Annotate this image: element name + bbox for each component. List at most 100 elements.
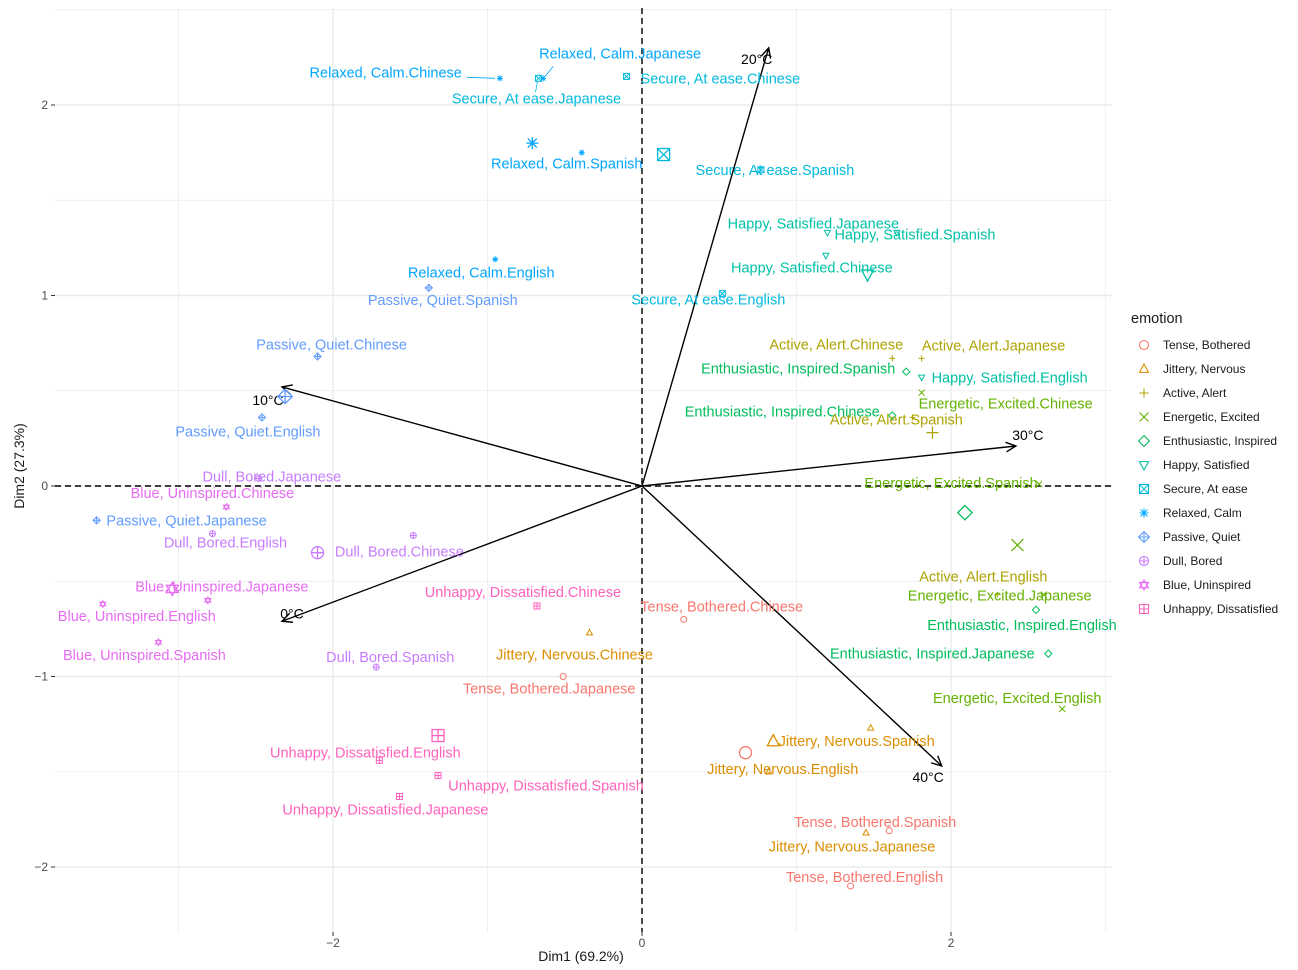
- point-marker: [395, 793, 403, 801]
- point-label: Blue, Uninspired.Japanese: [135, 579, 308, 595]
- point-marker: [540, 75, 547, 82]
- point-marker: [918, 355, 925, 362]
- point-marker: [1138, 461, 1150, 472]
- point-label: Jittery, Nervous.Spanish: [779, 734, 935, 750]
- centroid-marker: [431, 728, 445, 743]
- point-label: Jittery, Nervous.Japanese: [769, 840, 936, 856]
- point-marker: [1139, 412, 1149, 422]
- point-marker: [1137, 530, 1151, 544]
- point-marker: [862, 828, 870, 836]
- point-label: Relaxed, Calm.Japanese: [539, 46, 701, 62]
- point-label: Energetic, Excited.Chinese: [919, 397, 1093, 413]
- point-marker: [1044, 649, 1053, 658]
- point-label: Secure, At ease.Chinese: [641, 71, 801, 87]
- centroid-marker: [276, 388, 294, 405]
- point-marker: [313, 352, 322, 361]
- point-label: Happy, Satisfied.Chinese: [731, 260, 893, 276]
- point-label: Enthusiastic, Inspired.Japanese: [830, 647, 1035, 663]
- centroid-marker: [656, 147, 671, 162]
- point-marker: [533, 602, 541, 610]
- legend-item: Unhappy, Dissatisfied: [1138, 602, 1278, 616]
- arrow-head: [280, 612, 294, 623]
- point-marker: [1139, 388, 1149, 398]
- point-label: Passive, Quiet.Japanese: [106, 513, 266, 529]
- legend-title: emotion: [1131, 311, 1183, 327]
- point-label: Jittery, Nervous.English: [707, 762, 858, 778]
- point-marker: [424, 283, 434, 293]
- point-label: Active, Alert.Spanish: [830, 412, 963, 428]
- point-label: Passive, Quiet.Spanish: [368, 293, 518, 309]
- point-label: Active, Alert.Chinese: [769, 337, 903, 353]
- point-marker: [994, 591, 1001, 598]
- point-marker: [1138, 603, 1150, 615]
- point-marker: [372, 663, 380, 671]
- point-marker: [203, 596, 212, 605]
- y-tick-label: 2: [41, 98, 48, 112]
- leader-line: [535, 81, 538, 93]
- centroid-marker: [526, 137, 539, 150]
- legend-item-label: Relaxed, Calm: [1163, 506, 1242, 520]
- centroid-marker: [926, 426, 939, 439]
- point-marker: [889, 355, 896, 362]
- point-marker: [893, 229, 901, 237]
- point-marker: [208, 530, 216, 538]
- legend-item-label: Happy, Satisfied: [1163, 458, 1250, 472]
- legend-item: Happy, Satisfied: [1138, 458, 1250, 472]
- point-marker: [496, 75, 503, 82]
- point-marker: [585, 628, 594, 636]
- point-label: Unhappy, Dissatisfied.Chinese: [425, 585, 621, 601]
- arrow-label: 20°C: [741, 51, 772, 67]
- legend-item: Active, Alert: [1139, 386, 1227, 400]
- centroid-marker: [738, 746, 753, 760]
- point-label: Dull, Bored.English: [164, 536, 287, 552]
- arrow-label: 10°C: [252, 392, 283, 408]
- centroid-marker: [860, 269, 875, 283]
- legend-item: Passive, Quiet: [1137, 530, 1241, 544]
- point-marker: [375, 756, 383, 764]
- point-label: Jittery, Nervous.Chinese: [496, 648, 653, 664]
- y-axis-title: Dim2 (27.3%): [11, 423, 27, 509]
- x-tick-label: −2: [326, 936, 340, 950]
- point-marker: [1040, 591, 1048, 598]
- point-label: Happy, Satisfied.Japanese: [728, 217, 899, 233]
- point-marker: [847, 882, 855, 890]
- point-label: Energetic, Excited.Japanese: [908, 589, 1092, 605]
- point-label: Passive, Quiet.English: [175, 424, 320, 440]
- point-marker: [1138, 362, 1150, 373]
- arrow-line: [281, 386, 643, 487]
- legend-item-label: Dull, Bored: [1163, 554, 1222, 568]
- point-marker: [92, 515, 101, 525]
- point-label: Energetic, Excited.English: [933, 691, 1101, 707]
- leader-line: [544, 66, 554, 77]
- point-marker: [1138, 483, 1150, 495]
- point-label: Secure, At ease.English: [631, 293, 785, 309]
- point-label: Enthusiastic, Inspired.Spanish: [701, 362, 895, 378]
- centroid-marker: [165, 580, 180, 597]
- point-label: Enthusiastic, Inspired.English: [927, 618, 1116, 634]
- point-marker: [434, 772, 442, 780]
- point-label: Happy, Satisfied.English: [932, 370, 1088, 386]
- point-marker: [1031, 605, 1041, 615]
- x-tick-label: 2: [948, 936, 955, 950]
- leader-line: [466, 76, 495, 79]
- point-marker: [680, 615, 688, 623]
- x-axis-title: Dim1 (69.2%): [538, 948, 624, 964]
- point-marker: [492, 256, 499, 263]
- legend-item-label: Passive, Quiet: [1163, 530, 1241, 544]
- legend-item: Jittery, Nervous: [1138, 362, 1245, 376]
- data-points: [92, 72, 1066, 890]
- point-marker: [764, 767, 773, 775]
- point-marker: [255, 474, 263, 482]
- axes: Dim1 (69.2%) Dim2 (27.3%) −2 0 2 −2 −1 0 1 2: [11, 98, 955, 964]
- point-marker: [718, 290, 726, 298]
- point-marker: [1035, 480, 1043, 488]
- point-marker: [1138, 339, 1150, 351]
- point-label: Relaxed, Calm.Spanish: [491, 157, 643, 173]
- legend-item: Enthusiastic, Inspired: [1137, 434, 1277, 448]
- legend-item-label: Enthusiastic, Inspired: [1163, 434, 1277, 448]
- point-label: Tense, Bothered.Japanese: [463, 682, 636, 698]
- point-labels: Relaxed, Calm.Japanese Relaxed, Calm.Chin…: [58, 46, 1117, 886]
- legend-item: Tense, Bothered: [1138, 338, 1250, 352]
